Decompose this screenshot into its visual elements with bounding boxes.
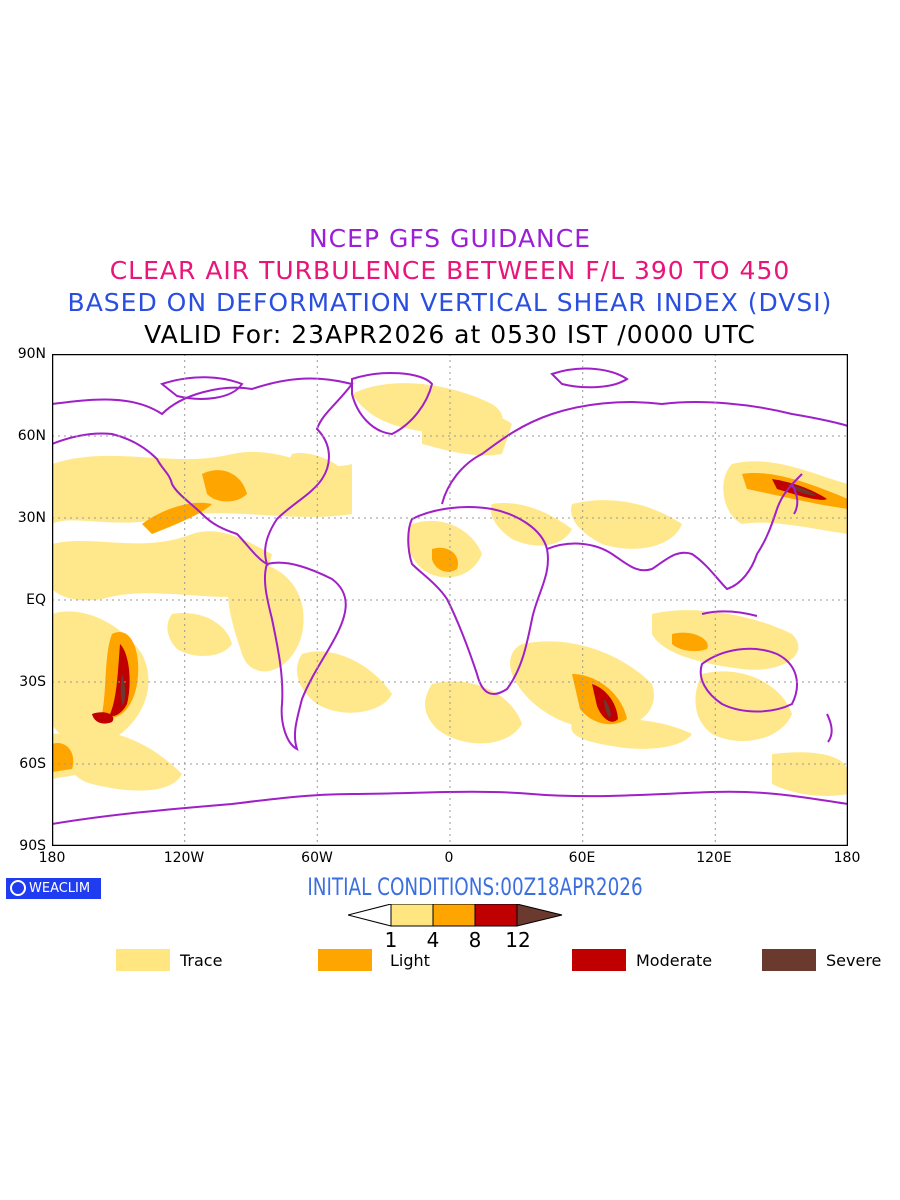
title-valid-time: VALID For: 23APR2026 at 0530 IST /0000 U… (144, 320, 756, 349)
legend-swatch-trace (116, 949, 170, 971)
initial-conditions-label: INITIAL CONDITIONS:00Z18APR2026 (307, 873, 643, 901)
lon-label-180w: 180 (38, 850, 66, 866)
graticule (52, 354, 848, 846)
coastlines (52, 367, 848, 825)
logo-icon (10, 879, 26, 896)
lat-label-90n: 90N (17, 346, 46, 362)
title-method: BASED ON DEFORMATION VERTICAL SHEAR INDE… (67, 288, 833, 317)
colorbar-tick-4: 4 (426, 928, 440, 952)
legend-label-severe: Severe (826, 951, 882, 970)
lon-label-0: 0 (444, 850, 454, 866)
weaclim-logo: WEACLIM (6, 878, 101, 899)
lon-label-60e: 60E (568, 850, 596, 866)
lat-label-eq: EQ (26, 592, 46, 608)
lon-label-120w: 120W (163, 850, 205, 866)
turbulence-map (52, 354, 848, 846)
legend-label-trace: Trace (180, 951, 223, 970)
colorbar-segment-light (432, 904, 476, 927)
colorbar-tick-1: 1 (384, 928, 398, 952)
lat-label-90s: 90S (19, 838, 46, 854)
colorbar-tick-12: 12 (505, 928, 531, 952)
lat-label-30n: 30N (17, 510, 46, 526)
lon-label-120e: 120E (696, 850, 732, 866)
legend-swatch-severe (762, 949, 816, 971)
title-product: CLEAR AIR TURBULENCE BETWEEN F/L 390 TO … (109, 256, 791, 285)
trace-turbulence-areas (52, 383, 848, 796)
title-model: NCEP GFS GUIDANCE (308, 224, 591, 253)
lat-label-60s: 60S (19, 756, 46, 772)
colorbar-tick-8: 8 (468, 928, 482, 952)
lon-label-60w: 60W (301, 850, 333, 866)
lat-label-30s: 30S (19, 674, 46, 690)
legend-swatch-moderate (572, 949, 626, 971)
lon-label-180e: 180 (833, 850, 861, 866)
legend-label-light: Light (390, 951, 430, 970)
colorbar (348, 904, 563, 927)
colorbar-over-triangle (516, 904, 563, 927)
legend-swatch-light (318, 949, 372, 971)
colorbar-under-triangle (348, 904, 392, 927)
colorbar-segment-trace (390, 904, 434, 927)
lat-label-60n: 60N (17, 428, 46, 444)
legend-label-moderate: Moderate (636, 951, 713, 970)
map-frame (52, 354, 848, 846)
logo-text: WEACLIM (29, 881, 91, 896)
colorbar-segment-moderate (474, 904, 518, 927)
